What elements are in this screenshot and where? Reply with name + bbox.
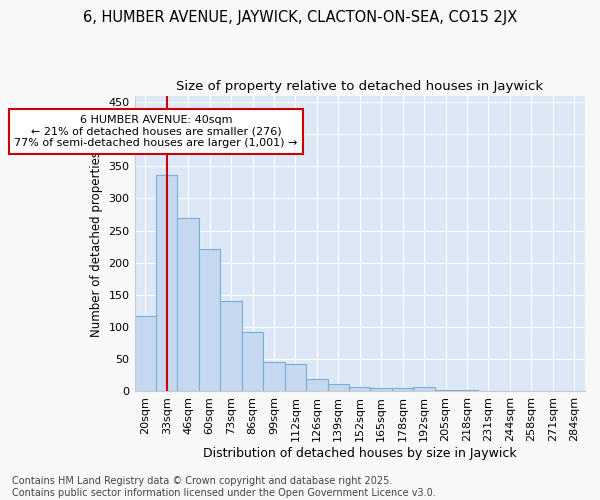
Bar — [263, 362, 284, 392]
Bar — [178, 218, 199, 392]
Bar — [242, 332, 263, 392]
Bar — [456, 390, 478, 392]
Bar — [563, 391, 585, 392]
X-axis label: Distribution of detached houses by size in Jaywick: Distribution of detached houses by size … — [203, 447, 517, 460]
Bar — [199, 248, 220, 392]
Bar — [156, 176, 178, 392]
Bar — [413, 387, 435, 392]
Text: Contains HM Land Registry data © Crown copyright and database right 2025.
Contai: Contains HM Land Registry data © Crown c… — [12, 476, 436, 498]
Title: Size of property relative to detached houses in Jaywick: Size of property relative to detached ho… — [176, 80, 544, 93]
Text: 6, HUMBER AVENUE, JAYWICK, CLACTON-ON-SEA, CO15 2JX: 6, HUMBER AVENUE, JAYWICK, CLACTON-ON-SE… — [83, 10, 517, 25]
Bar — [478, 391, 499, 392]
Bar — [134, 316, 156, 392]
Y-axis label: Number of detached properties: Number of detached properties — [90, 150, 103, 336]
Bar — [349, 387, 370, 392]
Bar — [499, 391, 521, 392]
Bar — [220, 302, 242, 392]
Bar — [392, 388, 413, 392]
Bar — [370, 388, 392, 392]
Bar — [284, 364, 306, 392]
Text: 6 HUMBER AVENUE: 40sqm
← 21% of detached houses are smaller (276)
77% of semi-de: 6 HUMBER AVENUE: 40sqm ← 21% of detached… — [14, 115, 298, 148]
Bar — [328, 384, 349, 392]
Bar — [306, 378, 328, 392]
Bar — [435, 390, 456, 392]
